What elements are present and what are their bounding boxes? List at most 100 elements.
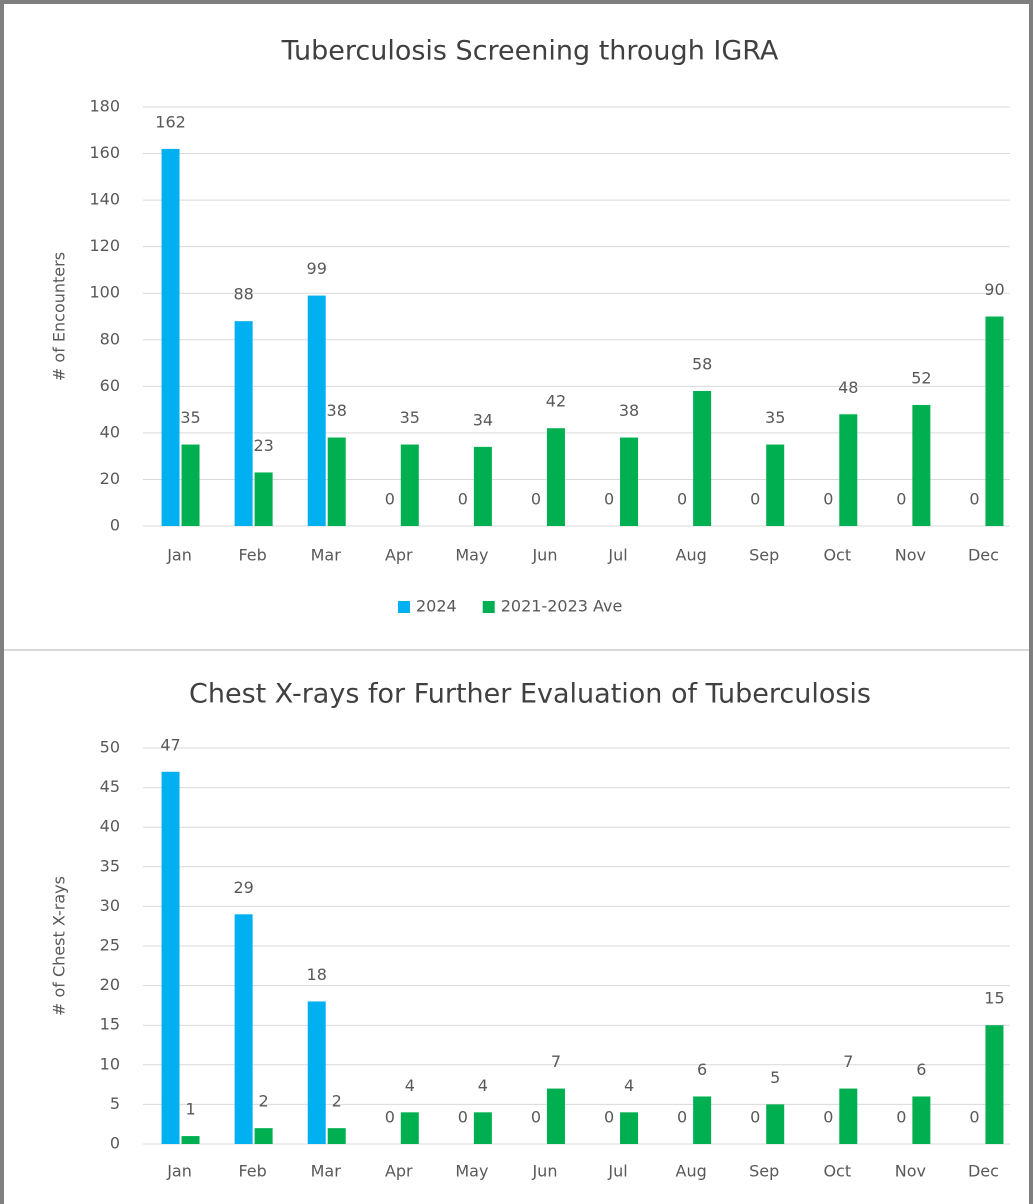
x-tick-label: Dec <box>968 1162 999 1181</box>
data-label: 99 <box>307 259 327 278</box>
bar <box>620 1112 639 1144</box>
x-tick-label: Feb <box>238 546 266 565</box>
data-label: 0 <box>750 490 760 509</box>
bar <box>254 1128 273 1144</box>
bar <box>693 1096 712 1144</box>
data-label: 0 <box>385 1108 395 1127</box>
legend-label: 2024 <box>416 597 457 616</box>
data-label: 0 <box>458 1108 468 1127</box>
x-tick-label: Mar <box>311 546 342 565</box>
x-tick-label: Jan <box>166 546 192 565</box>
data-label: 0 <box>750 1108 760 1127</box>
data-label: 38 <box>619 401 639 420</box>
bar <box>766 1104 785 1144</box>
data-label: 34 <box>473 410 493 429</box>
legend-swatch <box>398 601 410 613</box>
x-tick-label: Feb <box>238 1162 266 1181</box>
bar <box>400 1112 419 1144</box>
data-label: 23 <box>253 436 273 455</box>
bar <box>234 914 253 1144</box>
data-label: 0 <box>604 490 614 509</box>
data-label: 6 <box>916 1060 926 1079</box>
x-tick-label: Jan <box>166 1162 192 1181</box>
bar <box>307 295 326 526</box>
data-label: 0 <box>823 1108 833 1127</box>
data-label: 162 <box>155 112 186 131</box>
data-label: 4 <box>405 1076 415 1095</box>
bar <box>473 446 492 526</box>
data-label: 5 <box>770 1068 780 1087</box>
data-label: 1 <box>185 1100 195 1119</box>
y-tick-label: 25 <box>100 936 120 955</box>
data-label: 90 <box>984 280 1004 299</box>
bar <box>161 771 180 1144</box>
data-label: 38 <box>327 401 347 420</box>
y-tick-label: 100 <box>89 283 120 302</box>
data-label: 4 <box>624 1076 634 1095</box>
bar <box>400 444 419 526</box>
data-label: 0 <box>677 1108 687 1127</box>
data-label: 18 <box>307 965 327 984</box>
data-label: 35 <box>180 408 200 427</box>
data-label: 4 <box>478 1076 488 1095</box>
bar <box>985 316 1004 526</box>
x-tick-label: Apr <box>385 546 413 565</box>
x-tick-label: Aug <box>676 546 707 565</box>
data-label: 47 <box>160 735 180 754</box>
y-tick-label: 120 <box>89 236 120 255</box>
y-tick-label: 20 <box>100 469 120 488</box>
data-label: 0 <box>677 490 687 509</box>
data-label: 2 <box>259 1092 269 1111</box>
bar <box>327 1128 346 1144</box>
bar <box>234 321 253 526</box>
bar <box>546 428 565 526</box>
data-label: 35 <box>400 408 420 427</box>
bar <box>839 1088 858 1144</box>
x-tick-label: Sep <box>749 546 779 565</box>
data-label: 0 <box>385 490 395 509</box>
x-tick-label: May <box>455 1162 488 1181</box>
x-tick-label: Jun <box>531 546 557 565</box>
data-label: 48 <box>838 378 858 397</box>
y-tick-label: 80 <box>100 329 120 348</box>
y-tick-label: 180 <box>89 97 120 116</box>
x-tick-label: Mar <box>311 1162 342 1181</box>
y-tick-label: 30 <box>100 896 120 915</box>
x-tick-label: Jun <box>531 1162 557 1181</box>
y-tick-label: 40 <box>100 422 120 441</box>
data-label: 0 <box>969 1108 979 1127</box>
data-label: 88 <box>233 285 253 304</box>
y-tick-label: 5 <box>110 1094 120 1113</box>
legend-swatch <box>482 601 495 613</box>
data-label: 0 <box>531 1108 541 1127</box>
x-tick-label: Apr <box>385 1162 413 1181</box>
data-label: 52 <box>911 368 931 387</box>
data-label: 7 <box>843 1052 853 1071</box>
y-tick-label: 45 <box>100 777 120 796</box>
bar <box>693 390 712 526</box>
data-label: 7 <box>551 1052 561 1071</box>
bar <box>912 404 931 526</box>
data-label: 0 <box>896 1108 906 1127</box>
data-label: 0 <box>823 490 833 509</box>
bar <box>327 437 346 526</box>
y-tick-label: 10 <box>100 1054 120 1073</box>
y-tick-label: 0 <box>110 1134 120 1153</box>
data-label: 29 <box>233 878 253 897</box>
data-label: 0 <box>604 1108 614 1127</box>
data-label: 2 <box>332 1092 342 1111</box>
bar <box>912 1096 931 1144</box>
x-tick-label: Oct <box>823 546 851 565</box>
data-label: 0 <box>458 490 468 509</box>
bar <box>181 444 200 526</box>
x-tick-label: Jul <box>607 546 627 565</box>
chart-title: Chest X-rays for Further Evaluation of T… <box>189 679 871 710</box>
y-tick-label: 0 <box>110 516 120 535</box>
x-tick-label: Nov <box>895 546 926 565</box>
bar <box>473 1112 492 1144</box>
bar <box>307 1001 326 1144</box>
bar <box>766 444 785 526</box>
data-label: 0 <box>531 490 541 509</box>
x-tick-label: Nov <box>895 1162 926 1181</box>
